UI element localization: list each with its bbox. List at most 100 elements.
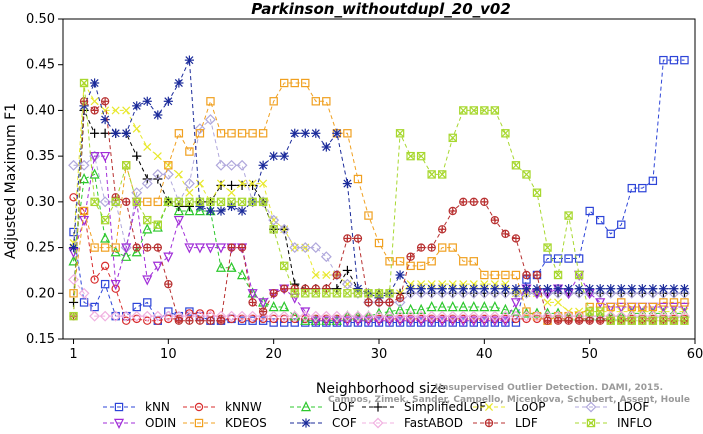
data-point [617,316,626,325]
data-point [153,243,162,252]
data-point [543,298,552,307]
data-point [658,284,668,294]
data-point [416,303,427,314]
series-line [73,155,685,322]
data-point [227,243,236,252]
data-point [153,220,162,229]
data-point [153,110,163,120]
data-point [669,298,679,307]
data-point [258,298,269,309]
data-point [185,197,194,207]
data-point [363,316,374,327]
data-point [553,270,563,280]
legend-item-simplifiedlof: SimplifiedLOF [362,400,486,414]
data-point [163,252,174,263]
data-point [100,215,110,225]
data-point [510,298,522,309]
data-point [501,129,510,138]
legend-label: kNN [145,400,170,414]
data-point [164,197,173,207]
data-point [458,301,469,312]
data-point [679,302,690,313]
data-point [553,284,563,294]
data-point [216,197,226,207]
data-point [680,316,689,325]
data-point [574,254,584,263]
data-point [257,310,269,322]
legend-label: KDEOS [225,416,267,430]
data-point [427,170,436,179]
data-point [216,180,226,190]
data-point [426,301,437,312]
legend-item-lof: LOF [290,400,355,414]
data-point [227,314,236,324]
data-point [90,197,99,207]
data-point [489,301,500,312]
data-point [226,310,237,322]
series-inflo [69,78,689,325]
data-point [480,106,489,115]
legend-label: kNNW [225,400,262,414]
data-point [543,254,552,263]
data-point [278,223,290,235]
data-point [236,159,248,171]
data-point [132,243,141,252]
data-point [574,270,584,280]
data-point [427,284,437,294]
data-point [468,301,479,312]
data-point [341,310,353,322]
data-point [152,310,164,322]
data-point [78,215,90,227]
data-point [248,314,257,324]
data-point [468,316,479,327]
data-point [395,270,405,280]
data-point [427,257,436,266]
data-point [511,234,521,243]
data-point [111,193,120,202]
data-point [89,151,100,163]
data-point [532,188,542,197]
data-point [447,301,458,312]
data-point [78,159,90,171]
data-point [331,310,343,322]
data-point [184,205,195,216]
data-point [469,284,479,294]
data-point [658,302,669,313]
data-point [68,159,79,171]
data-point [99,196,111,208]
data-point [585,307,594,316]
legend-label: LDF [515,416,538,430]
data-point [248,197,257,207]
data-point [290,128,300,138]
data-point [290,78,299,88]
data-point [627,183,637,193]
data-point [143,243,152,252]
data-point [448,243,457,252]
data-point [458,316,469,327]
data-point [226,159,237,171]
legend-marker [484,418,494,428]
data-point [394,316,406,327]
data-point [648,284,658,294]
data-point [438,243,447,252]
data-point [153,316,162,325]
data-point [216,179,226,188]
data-point [574,316,584,325]
data-point [174,316,184,325]
series-loop [69,78,689,316]
data-point [352,316,364,327]
data-point [416,151,426,161]
data-point [184,55,194,65]
data-point [143,142,152,152]
data-point [606,229,615,239]
watermark-line-2: Campos, Zimek, Sander, Campello, Micenko… [328,395,690,405]
y-axis-label: Adjusted Maximum F1 [3,103,19,259]
data-point [332,270,342,280]
data-point [226,180,237,190]
data-point [162,310,174,322]
data-point [459,106,468,115]
data-point [364,289,373,298]
data-point [269,289,278,298]
data-point [299,242,311,254]
data-point [564,284,574,294]
